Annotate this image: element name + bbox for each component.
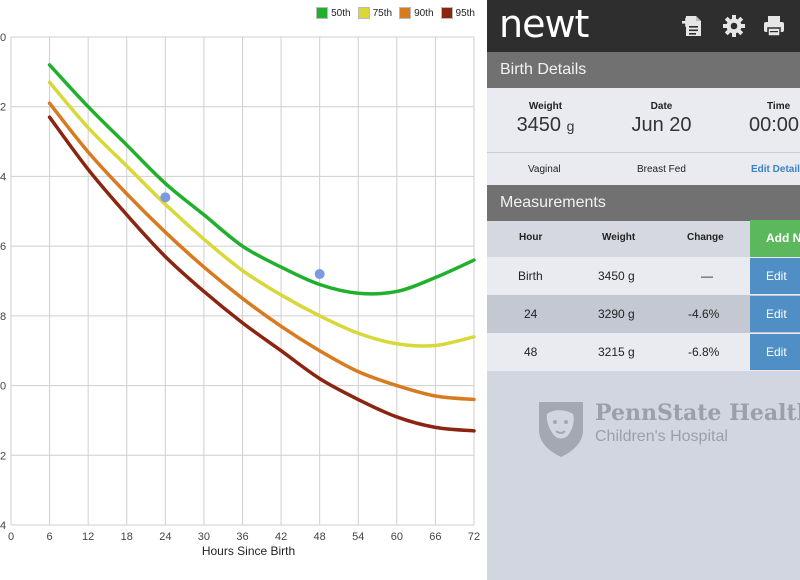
delivery-type: Vaginal <box>528 164 561 175</box>
edit-button[interactable]: Edit <box>750 334 800 370</box>
birth-details-summary: Weight 3450 g Date Jun 20 Time 00:00 <box>487 88 800 152</box>
series-line-90th <box>47 101 476 402</box>
logo-line1: PennState Health <box>595 400 800 426</box>
y-tick-label: 0 <box>0 381 6 393</box>
x-axis-title: Hours Since Birth <box>202 544 295 558</box>
x-tick-label: 66 <box>429 531 441 543</box>
y-tick-label: 4 <box>0 520 6 532</box>
measurements-table-header: Hour Weight Change Add New <box>487 220 800 257</box>
legend-label-50th: 50th <box>331 7 351 19</box>
date-value: Jun 20 <box>631 114 692 136</box>
weight-loss-chart: 0 6 12 18 24 30 36 42 48 54 60 66 72 0 2 4 6 8 0 2 4 Hours Si… <box>0 7 481 558</box>
y-tick-label: 8 <box>0 311 6 323</box>
row-weight: 3450 g <box>598 269 635 283</box>
col-weight: Weight <box>602 232 636 243</box>
row-weight: 3215 g <box>598 345 635 359</box>
top-bar: newt <box>487 0 800 52</box>
x-tick-label: 54 <box>352 531 364 543</box>
legend-item-75th: 75th <box>357 7 393 19</box>
chart-legend: 50th 75th 90th 95th <box>316 7 475 19</box>
y-tick-label: 6 <box>0 241 6 253</box>
legend-label-95th: 95th <box>455 7 475 19</box>
add-document-icon[interactable] <box>680 13 706 39</box>
series-line-95th <box>47 115 476 433</box>
legend-label-75th: 75th <box>372 7 393 19</box>
row-hour: Birth <box>518 269 543 283</box>
edit-button[interactable]: Edit <box>750 296 800 332</box>
time-value: 00:00 <box>749 114 800 136</box>
y-tick-label: 0 <box>0 32 6 44</box>
birth-details-header: Birth Details <box>487 52 800 88</box>
x-tick-label: 0 <box>8 531 14 543</box>
legend-item-50th: 50th <box>316 7 351 19</box>
gear-icon[interactable] <box>721 13 747 39</box>
penn-state-shield-icon <box>539 402 583 457</box>
row-hour: 48 <box>524 345 538 359</box>
weight-value: 3450 <box>516 114 562 136</box>
birth-date: Date Jun 20 <box>619 101 704 137</box>
logo-line2: Children's Hospital <box>595 428 728 445</box>
row-hour: 24 <box>524 307 538 321</box>
time-label: Time <box>767 101 791 112</box>
legend-swatch-75th <box>357 7 370 19</box>
measurement-point <box>160 192 171 203</box>
x-tick-label: 48 <box>314 531 326 543</box>
x-tick-label: 36 <box>236 531 248 543</box>
row-change: -6.8% <box>688 345 720 359</box>
hospital-logo: PennState Health Children's Hospital <box>535 400 800 460</box>
weight-unit: g <box>566 118 575 134</box>
legend-item-90th: 90th <box>399 7 434 19</box>
edit-button[interactable]: Edit <box>750 258 800 294</box>
table-row: 24 3290 g -4.6% Edit <box>487 295 800 333</box>
row-weight: 3290 g <box>598 307 635 321</box>
col-hour: Hour <box>519 232 543 243</box>
x-tick-label: 72 <box>468 531 480 543</box>
legend-swatch-95th <box>440 7 453 19</box>
series-line-50th <box>47 63 476 296</box>
series-line-75th <box>47 80 476 348</box>
table-row: Birth 3450 g — Edit <box>487 257 800 295</box>
date-label: Date <box>650 101 673 112</box>
x-tick-label: 6 <box>47 531 53 543</box>
measurements-header: Measurements <box>487 185 800 221</box>
table-row: 48 3215 g -6.8% Edit <box>487 333 800 371</box>
x-tick-label: 18 <box>121 531 133 543</box>
birth-weight: Weight 3450 g <box>503 101 588 137</box>
legend-swatch-90th <box>399 7 412 19</box>
feeding-type: Breast Fed <box>637 164 686 175</box>
edit-details-link[interactable]: Edit Details <box>751 164 800 175</box>
row-change: -4.6% <box>688 307 720 321</box>
weight-label: Weight <box>528 101 563 112</box>
y-tick-label: 2 <box>0 450 6 462</box>
x-tick-label: 12 <box>82 531 94 543</box>
add-new-button[interactable]: Add New <box>750 220 800 257</box>
app-panel: newt <box>487 0 800 580</box>
measurement-point <box>314 269 325 280</box>
birth-time: Time 00:00 <box>749 101 800 137</box>
x-tick-label: 30 <box>198 531 210 543</box>
weight-value-wrap: 3450 g <box>503 114 588 137</box>
birth-details-subrow: Vaginal Breast Fed Edit Details <box>487 152 800 185</box>
legend-swatch-50th <box>316 7 329 19</box>
col-change: Change <box>687 232 724 243</box>
x-tick-label: 24 <box>159 531 171 543</box>
x-tick-label: 60 <box>391 531 403 543</box>
x-tick-label: 42 <box>275 531 287 543</box>
row-change: — <box>701 269 713 283</box>
legend-label-90th: 90th <box>414 7 434 19</box>
app-logo: newt <box>499 2 589 46</box>
y-tick-label: 2 <box>0 102 6 114</box>
printer-icon[interactable] <box>761 13 787 39</box>
legend-item-95th: 95th <box>440 7 475 19</box>
y-tick-label: 4 <box>0 171 6 183</box>
